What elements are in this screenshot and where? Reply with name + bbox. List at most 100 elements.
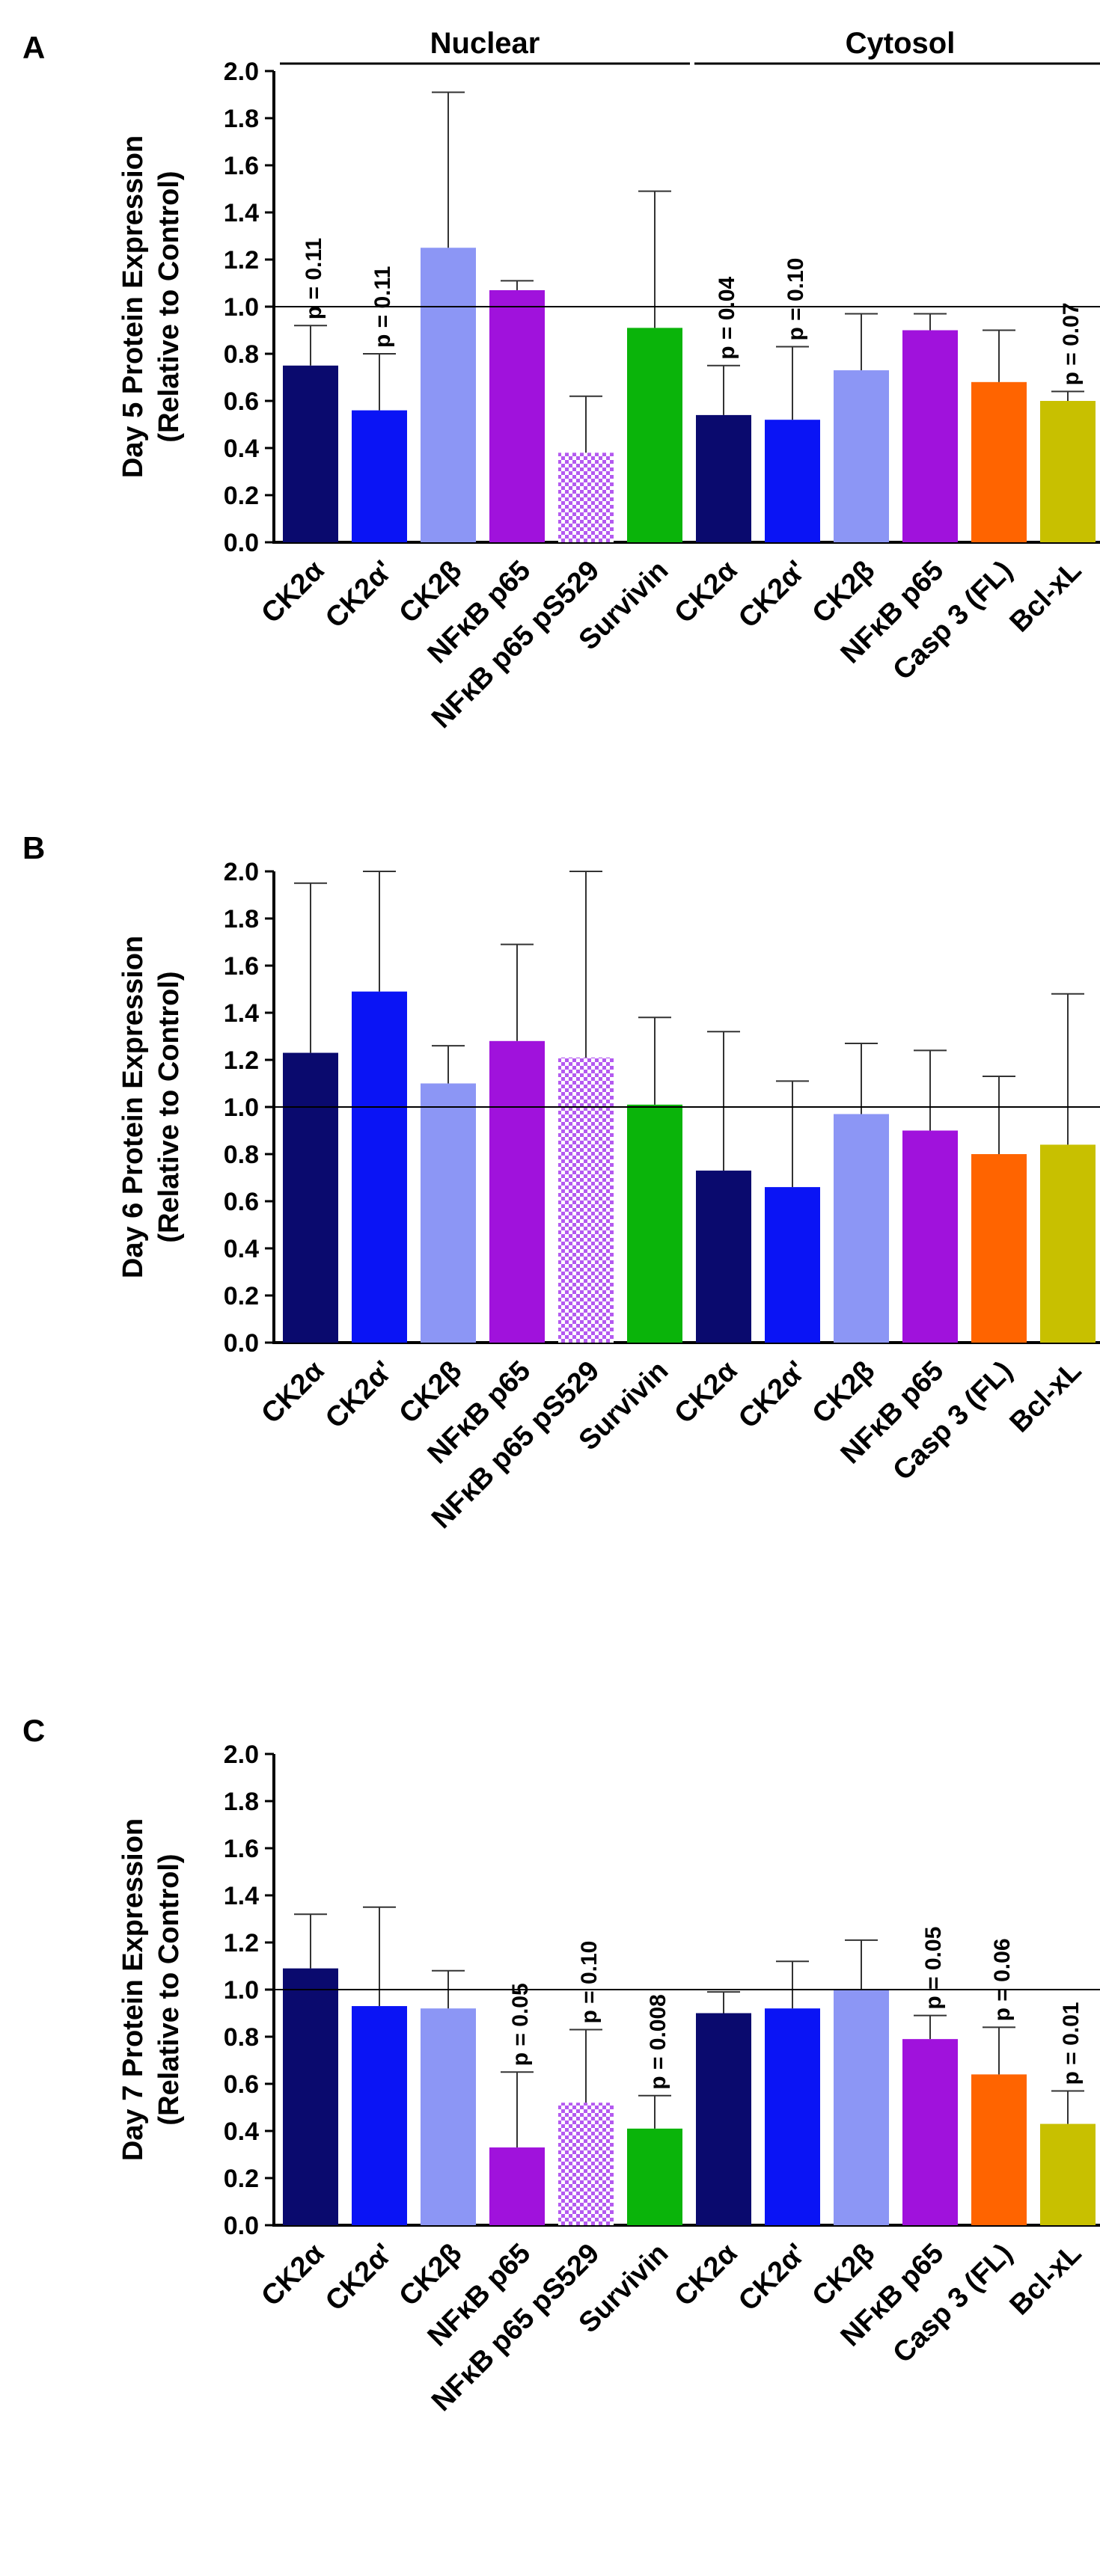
- y-tick-label: 1.6: [224, 952, 259, 981]
- y-tick-label: 2.0: [224, 1741, 259, 1769]
- p-value-label: p = 0.05: [508, 1983, 533, 2066]
- chart-panel-A: A Nuclear Cytosol 0.0 0.2 0.4 0.6 0.8 1.0 1.2 1.4 1…: [22, 27, 1100, 735]
- bar: [971, 2074, 1027, 2225]
- chart-panel-C: C 0.0 0.2 0.4 0.6 0.8 1.0 1.2 1.4 1.6 1.8 2.0 Day 7 …: [22, 1713, 1100, 2417]
- y-tick-label: 0.6: [224, 387, 259, 416]
- category-label: CK2α': [733, 2238, 812, 2317]
- y-axis-label: (Relative to Control): [153, 1853, 185, 2125]
- y-tick-label: 0.8: [224, 340, 259, 369]
- category-label: CK2α': [320, 1355, 399, 1435]
- category-label: CK2α: [668, 1355, 743, 1430]
- y-tick-label: 1.8: [224, 1788, 259, 1816]
- bar: [1040, 401, 1096, 542]
- group-label-nuclear: Nuclear: [430, 27, 540, 60]
- y-axis-label: Day 7 Protein Expression: [117, 1818, 149, 2161]
- y-tick-label: 1.4: [224, 1882, 259, 1910]
- y-tick-label: 0.4: [224, 435, 259, 463]
- category-label: CK2α: [668, 555, 743, 630]
- y-tick-label: 2.0: [224, 58, 259, 86]
- bar: [489, 1040, 545, 1343]
- category-label: CK2α: [255, 2238, 330, 2313]
- category-label: CK2α: [255, 555, 330, 630]
- y-tick-label: 0.8: [224, 2023, 259, 2052]
- bar: [489, 289, 545, 542]
- bar: [696, 414, 751, 542]
- category-label: CK2α: [255, 1355, 330, 1430]
- y-tick-label: 1.8: [224, 105, 259, 133]
- bar: [283, 365, 338, 542]
- y-axis-label: Day 5 Protein Expression: [117, 135, 149, 478]
- category-label: Casp 3 (FL): [887, 555, 1018, 687]
- bar: [489, 2147, 545, 2225]
- bar: [627, 1104, 682, 1343]
- p-value-label: p = 0.07: [1059, 302, 1084, 385]
- y-tick-label: 0.0: [224, 2212, 259, 2240]
- y-tick-label: 1.2: [224, 246, 259, 275]
- bar: [352, 991, 407, 1343]
- category-label: Bcl-xL: [1004, 555, 1088, 639]
- y-tick-label: 0.8: [224, 1141, 259, 1169]
- y-axis-label: Day 6 Protein Expression: [117, 936, 149, 1278]
- bar: [765, 1187, 820, 1343]
- bar: [902, 1130, 958, 1343]
- y-tick-label: 1.8: [224, 905, 259, 933]
- y-tick-label: 0.2: [224, 2165, 259, 2193]
- y-tick-label: 0.4: [224, 2117, 259, 2146]
- bar: [765, 420, 820, 542]
- bar: [283, 1968, 338, 2225]
- y-tick-label: 0.6: [224, 1188, 259, 1216]
- bar: [421, 2008, 476, 2225]
- y-tick-label: 0.2: [224, 1282, 259, 1310]
- group-label-cytosol: Cytosol: [846, 27, 956, 60]
- bar: [971, 381, 1027, 542]
- y-tick-label: 0.0: [224, 1329, 259, 1358]
- bar: [834, 1114, 889, 1343]
- y-tick-label: 1.0: [224, 1094, 259, 1122]
- p-value-label: p = 0.04: [715, 277, 739, 360]
- chart-panel-B: B 0.0 0.2 0.4 0.6 0.8 1.0 1.2 1.4 1.6 1.8 2.0 Day 6 …: [22, 830, 1100, 1535]
- y-tick-label: 1.0: [224, 1976, 259, 2005]
- bar: [1040, 1144, 1096, 1343]
- category-label: Casp 3 (FL): [887, 2238, 1018, 2370]
- panel-label: B: [22, 830, 45, 865]
- p-value-label: p = 0.11: [302, 238, 326, 319]
- y-tick-label: 0.6: [224, 2070, 259, 2099]
- p-value-label: p = 0.10: [577, 1941, 602, 2024]
- bar: [558, 453, 614, 542]
- category-label: CK2α': [320, 555, 399, 634]
- bar: [283, 1052, 338, 1343]
- y-tick-label: 1.4: [224, 199, 259, 227]
- category-label: Bcl-xL: [1004, 1355, 1088, 1439]
- y-tick-label: 2.0: [224, 858, 259, 886]
- y-tick-label: 0.4: [224, 1235, 259, 1263]
- category-label: CK2α': [733, 555, 812, 634]
- bar: [834, 1990, 889, 2225]
- bar: [902, 2039, 958, 2225]
- bar: [352, 410, 407, 542]
- p-value-label: p = 0.008: [646, 1994, 670, 2090]
- category-label: Bcl-xL: [1004, 2238, 1088, 2322]
- bar: [1040, 2123, 1096, 2225]
- bar: [696, 2013, 751, 2225]
- y-axis-label: (Relative to Control): [153, 971, 185, 1242]
- bar: [696, 1171, 751, 1343]
- bar: [902, 330, 958, 542]
- category-label: Casp 3 (FL): [887, 1355, 1018, 1487]
- bar: [834, 370, 889, 542]
- category-label: CK2α': [320, 2238, 399, 2317]
- y-tick-label: 1.2: [224, 1046, 259, 1075]
- bar: [421, 1083, 476, 1343]
- p-value-label: p = 0.06: [990, 1938, 1015, 2021]
- y-tick-label: 1.6: [224, 152, 259, 180]
- bar: [627, 328, 682, 542]
- bar: [627, 2128, 682, 2225]
- y-tick-label: 0.2: [224, 482, 259, 510]
- y-tick-label: 1.4: [224, 999, 259, 1028]
- panel-label: C: [22, 1713, 45, 1748]
- p-value-label: p = 0.10: [783, 258, 808, 341]
- panel-label: A: [22, 30, 45, 65]
- p-value-label: p = 0.05: [921, 1927, 946, 2010]
- bar: [352, 2006, 407, 2225]
- p-value-label: p = 0.01: [1059, 2002, 1084, 2085]
